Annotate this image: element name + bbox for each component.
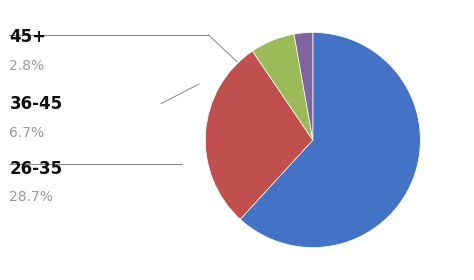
Text: 36-45: 36-45 [9, 95, 63, 113]
Text: 26-35: 26-35 [9, 160, 63, 178]
Text: 28.7%: 28.7% [9, 190, 54, 204]
Text: 6.7%: 6.7% [9, 126, 45, 140]
Wedge shape [240, 32, 420, 248]
Wedge shape [205, 51, 313, 219]
Wedge shape [294, 32, 313, 140]
Text: 2.8%: 2.8% [9, 59, 45, 73]
Text: 45+: 45+ [9, 28, 46, 46]
Wedge shape [252, 34, 313, 140]
